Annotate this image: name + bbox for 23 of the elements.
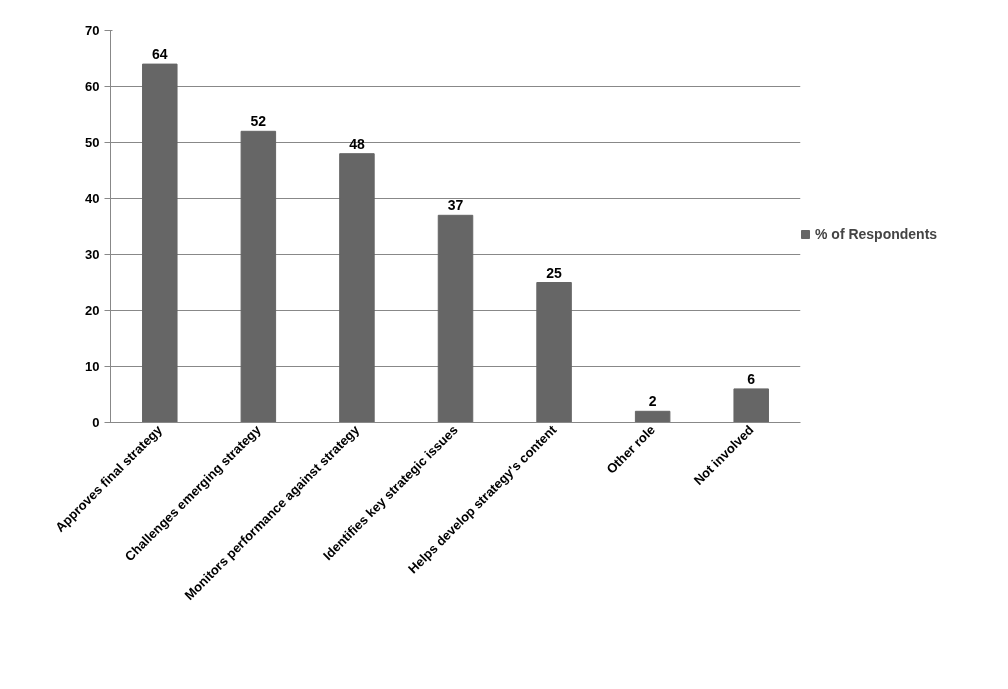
bar [733,388,769,423]
legend-label: % of Respondents [815,226,938,242]
data-label: 6 [747,370,756,387]
bar [634,410,671,423]
data-label: 25 [546,264,563,281]
bar [339,153,375,423]
y-tick-label: 60 [85,79,100,94]
y-tick-label: 50 [85,135,100,150]
bar [536,282,572,423]
data-label: 52 [250,113,267,130]
bar [142,63,178,423]
data-label: 2 [648,393,657,410]
bar [437,214,474,423]
y-tick-label: 0 [92,415,100,430]
y-tick-label: 70 [85,23,100,38]
bar [240,130,277,423]
data-label: 64 [152,46,168,63]
y-tick-label: 40 [85,191,100,206]
y-tick-label: 10 [85,359,100,374]
y-tick-label: 20 [85,303,100,318]
y-tick-label: 30 [85,247,100,262]
data-label: 37 [447,197,464,214]
data-label: 48 [349,135,365,152]
